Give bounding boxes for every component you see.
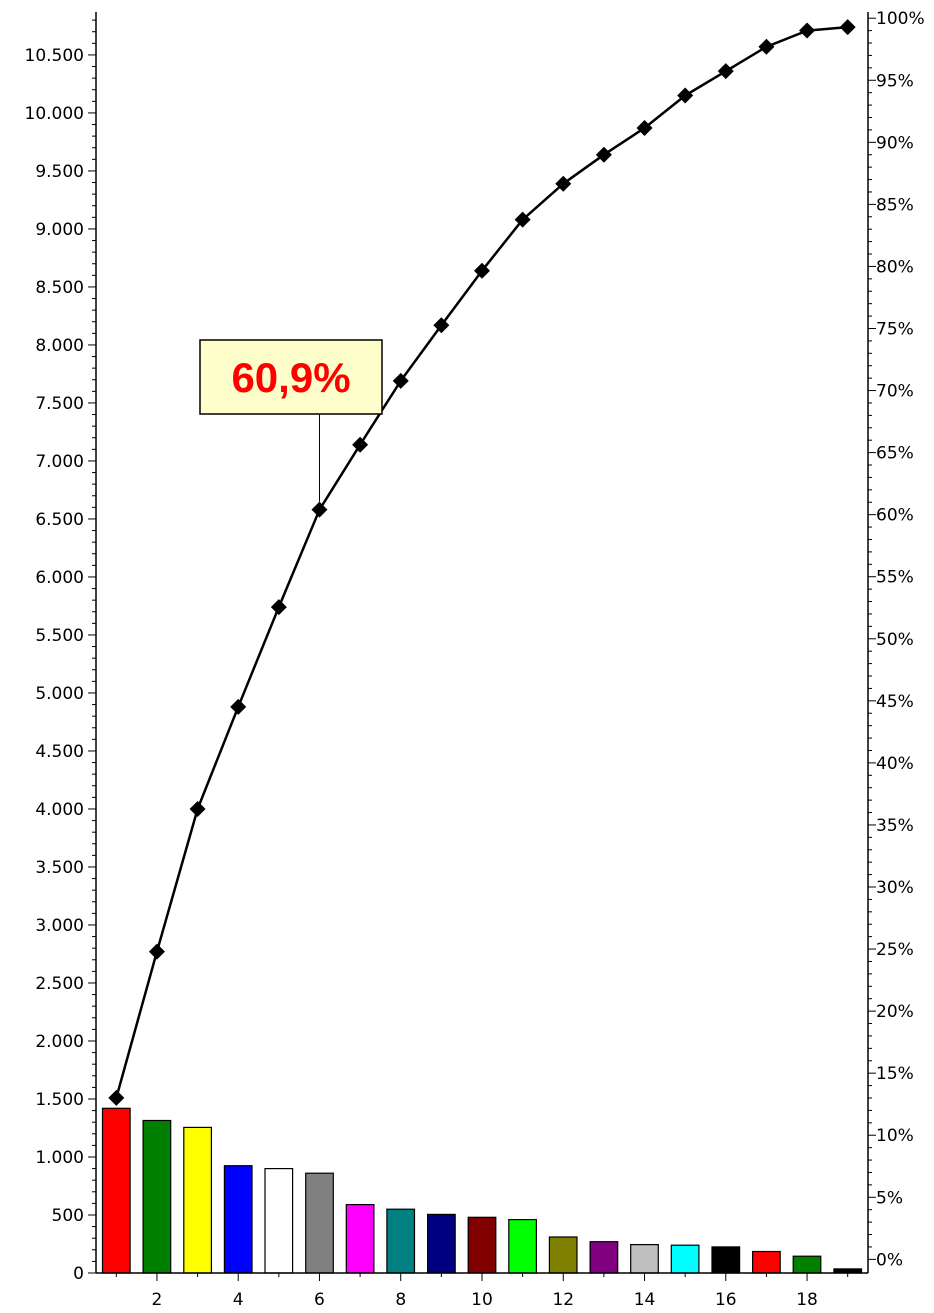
y-tick-label: 6.000 <box>35 568 84 588</box>
cumulative-point-1 <box>108 1089 125 1106</box>
cumulative-point-13 <box>595 146 612 163</box>
cumulative-point-9 <box>433 317 450 334</box>
cumulative-point-17 <box>758 38 775 55</box>
y2-tick-label: 25% <box>876 940 914 960</box>
cumulative-point-4 <box>230 698 247 715</box>
bar-5 <box>264 1167 294 1274</box>
bar-2 <box>142 1119 172 1274</box>
cumulative-point-15 <box>677 87 694 104</box>
x-tick-label: 2 <box>152 1290 163 1310</box>
y-tick-label: 2.000 <box>35 1032 84 1052</box>
y-tick-label: 10.500 <box>25 46 84 66</box>
x-tick-label: 12 <box>552 1290 574 1310</box>
cumulative-point-7 <box>352 436 369 453</box>
y2-tick-label: 0% <box>876 1250 903 1270</box>
axes-layer: 0 500 1.000 1.500 2.000 2.500 3.000 3.500 4.000 4… <box>25 9 925 1310</box>
cumulative-point-6 <box>311 501 328 518</box>
bar-17 <box>751 1250 781 1274</box>
cumulative-point-11 <box>514 211 531 228</box>
bar-8 <box>386 1208 416 1274</box>
cumulative-point-19 <box>839 19 856 36</box>
cumulative-line-layer <box>108 19 856 1106</box>
y-tick-label: 2.500 <box>35 974 84 994</box>
cumulative-point-14 <box>636 120 653 137</box>
bar-11 <box>508 1218 537 1274</box>
bar-18 <box>792 1255 822 1274</box>
bar-7 <box>345 1203 375 1274</box>
x-tick-label: 10 <box>471 1290 493 1310</box>
x-tick-label: 4 <box>233 1290 244 1310</box>
bar-9 <box>427 1213 456 1274</box>
bars-layer <box>101 1107 863 1274</box>
bar-13 <box>589 1241 619 1274</box>
y-tick-label: 0 <box>73 1264 84 1284</box>
y2-tick-label: 55% <box>876 568 914 588</box>
cumulative-point-3 <box>189 800 206 817</box>
bar-1 <box>101 1107 131 1274</box>
x-tick-label: 14 <box>634 1290 656 1310</box>
y-tick-label: 3.500 <box>35 858 84 878</box>
y-tick-label: 5.500 <box>35 626 84 646</box>
cumulative-point-12 <box>555 175 572 192</box>
y2-tick-label: 80% <box>876 257 914 277</box>
annotation-layer: 60,9% <box>199 339 383 502</box>
annotation-label: 60,9% <box>231 354 350 401</box>
bar-15 <box>670 1244 700 1274</box>
y2-tick-label: 95% <box>876 71 914 91</box>
y-tick-label: 4.500 <box>35 742 84 762</box>
y2-tick-label: 40% <box>876 754 914 774</box>
bar-10 <box>467 1216 497 1274</box>
y2-tick-label: 85% <box>876 195 914 215</box>
y2-tick-label: 15% <box>876 1064 914 1084</box>
y2-tick-label: 30% <box>876 878 914 898</box>
cumulative-point-2 <box>148 943 165 960</box>
y-tick-label: 500 <box>52 1206 84 1226</box>
y2-tick-label: 45% <box>876 692 914 712</box>
cumulative-point-18 <box>799 22 816 39</box>
bar-14 <box>630 1243 659 1274</box>
cumulative-point-16 <box>717 63 734 80</box>
x-tick-label: 8 <box>395 1290 406 1310</box>
y2-tick-label: 10% <box>876 1126 914 1146</box>
y2-tick-label: 70% <box>876 382 914 402</box>
y-tick-label: 7.500 <box>35 394 84 414</box>
y2-tick-label: 60% <box>876 506 914 526</box>
y-tick-label: 9.500 <box>35 162 84 182</box>
y2-tick-label: 65% <box>876 444 914 464</box>
x-tick-label: 18 <box>796 1290 818 1310</box>
cumulative-point-8 <box>392 372 409 389</box>
cumulative-point-10 <box>474 262 490 279</box>
y-tick-label: 5.000 <box>35 684 84 704</box>
y2-tick-label: 100% <box>876 9 925 29</box>
x-tick-label: 16 <box>715 1290 737 1310</box>
bar-6 <box>305 1172 334 1274</box>
y-tick-label: 3.000 <box>35 916 84 936</box>
y-tick-label: 6.500 <box>35 510 84 530</box>
y2-tick-label: 20% <box>876 1002 914 1022</box>
y-tick-label: 10.000 <box>25 104 84 124</box>
y-tick-label: 1.500 <box>35 1090 84 1110</box>
bar-4 <box>223 1165 253 1274</box>
bar-12 <box>548 1236 578 1274</box>
y2-tick-label: 50% <box>876 630 914 650</box>
y2-tick-label: 90% <box>876 133 914 153</box>
y2-tick-label: 75% <box>876 319 914 339</box>
bar-3 <box>183 1126 213 1274</box>
y-tick-label: 4.000 <box>35 800 84 820</box>
y-tick-label: 9.000 <box>35 220 84 240</box>
y2-tick-label: 5% <box>876 1188 903 1208</box>
cumulative-point-5 <box>270 599 287 616</box>
y-tick-label: 7.000 <box>35 452 84 472</box>
bar-16 <box>711 1246 741 1274</box>
annotation-box <box>199 339 383 415</box>
y-tick-label: 1.000 <box>35 1148 84 1168</box>
x-tick-label: 6 <box>314 1290 325 1310</box>
cumulative-line <box>115 25 848 1099</box>
y2-tick-label: 35% <box>876 816 914 836</box>
y-tick-label: 8.500 <box>35 278 84 298</box>
y-tick-label: 8.000 <box>35 336 84 356</box>
